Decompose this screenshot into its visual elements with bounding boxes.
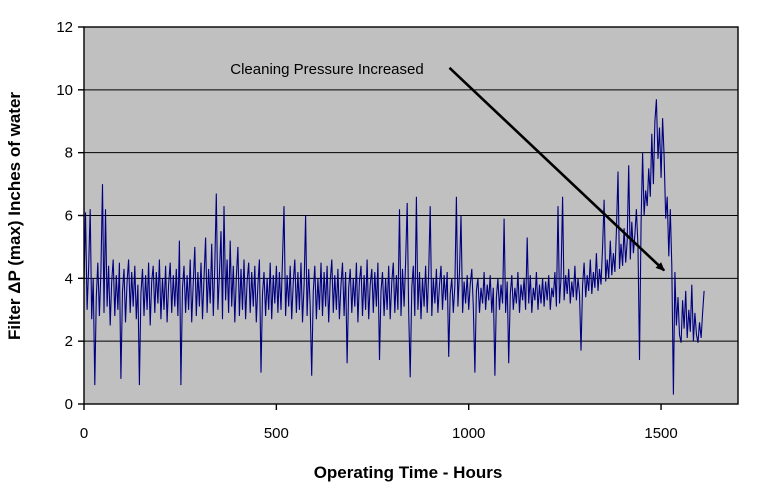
annotation-text: Cleaning Pressure Increased (230, 61, 423, 78)
y-tick-label-0: 0 (65, 396, 73, 413)
axis-ticks: 0 2 4 6 8 10 12 0 500 1000 1500 (56, 19, 677, 442)
y-tick-label-10: 10 (56, 82, 73, 99)
y-tick-label-2: 2 (65, 333, 73, 350)
series-group (83, 99, 705, 395)
y-tick-label-12: 12 (56, 19, 73, 36)
x-tick-label-0: 0 (80, 425, 88, 442)
annotation-arrow-icon (448, 66, 666, 272)
x-axis-title: Operating Time - Hours (314, 463, 503, 482)
y-axis-title: Filter ΔP (max) Inches of water (5, 92, 24, 340)
y-tick-label-4: 4 (65, 270, 73, 287)
x-tick-label-500: 500 (264, 425, 289, 442)
x-tick-label-1500: 1500 (644, 425, 677, 442)
x-tick-label-1000: 1000 (452, 425, 485, 442)
y-tick-label-6: 6 (65, 208, 73, 225)
y-tick-label-8: 8 (65, 145, 73, 162)
series-line-0 (83, 99, 705, 395)
